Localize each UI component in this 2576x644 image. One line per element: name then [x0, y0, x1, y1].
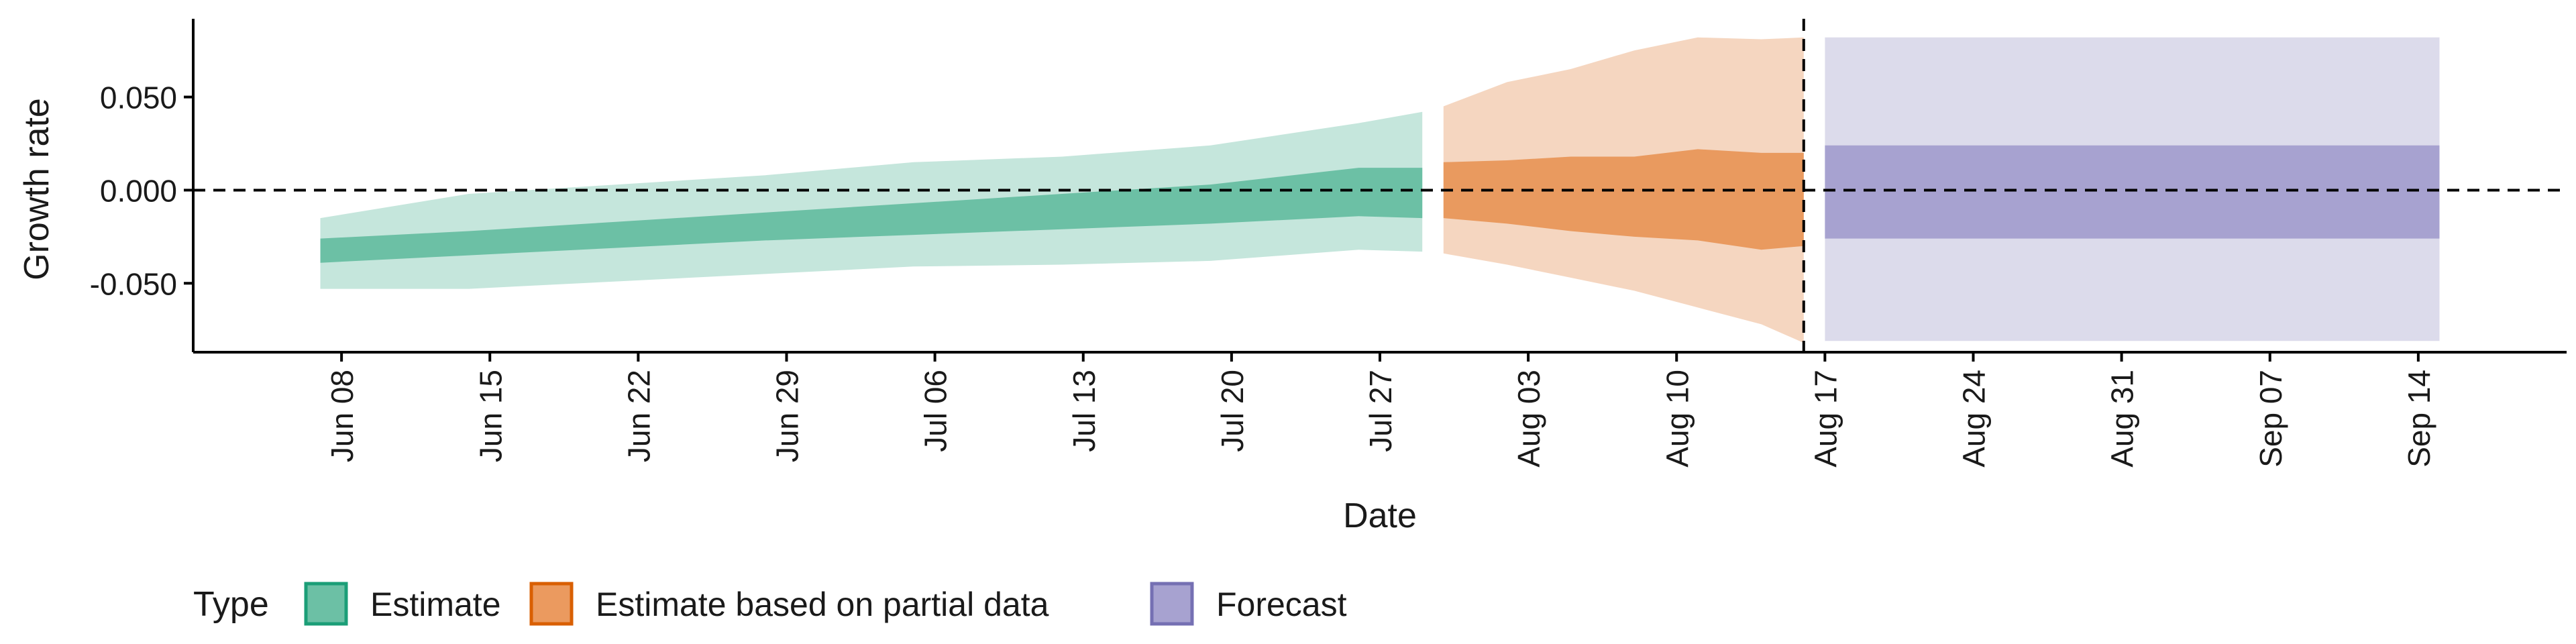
forecast-inner-band [1825, 145, 2440, 239]
x-tick-label: Aug 31 [2105, 370, 2140, 468]
x-tick-label: Aug 24 [1957, 370, 1992, 468]
x-axis-title: Date [1343, 496, 1417, 535]
x-tick-label: Jun 08 [325, 370, 360, 462]
y-axis-title: Growth rate [17, 98, 56, 280]
legend-swatch [304, 582, 348, 626]
x-tick-label: Aug 10 [1660, 370, 1695, 468]
y-tick-label: 0.050 [100, 80, 177, 115]
x-tick-label: Sep 14 [2402, 370, 2436, 468]
legend-label: Estimate [370, 586, 501, 623]
legend-title: Type [193, 585, 269, 624]
legend-swatch [529, 582, 574, 626]
x-tick-label: Jul 27 [1363, 370, 1398, 452]
x-tick-label: Jun 29 [770, 370, 805, 462]
legend-label: Forecast [1216, 586, 1347, 623]
x-tick-label: Jun 22 [621, 370, 656, 462]
y-ticks: 0.050 0.000 -0.050 [90, 80, 193, 301]
x-ticks: Jun 08 Jun 15 Jun 22 Jun 29 Jul 06 Jul 13 Jul … [325, 352, 2436, 468]
legend-swatch [1150, 582, 1194, 626]
x-tick-label: Jul 06 [918, 370, 953, 452]
x-tick-label: Aug 03 [1511, 370, 1546, 468]
x-tick-label: Jul 13 [1067, 370, 1102, 452]
y-tick-label: -0.050 [90, 266, 177, 301]
partial-estimate-inner-band [1443, 149, 1804, 250]
legend: Type Estimate Estimate based on partial d… [193, 582, 1347, 626]
x-tick-label: Jun 15 [473, 370, 508, 462]
x-tick-label: Jul 20 [1215, 370, 1250, 452]
x-tick-label: Sep 07 [2253, 370, 2288, 468]
x-tick-label: Aug 17 [1808, 370, 1843, 468]
reference-lines [193, 19, 2567, 352]
y-tick-label: 0.000 [100, 173, 177, 208]
legend-label: Estimate based on partial data [596, 586, 1049, 623]
estimate-inner-band [320, 168, 1423, 263]
